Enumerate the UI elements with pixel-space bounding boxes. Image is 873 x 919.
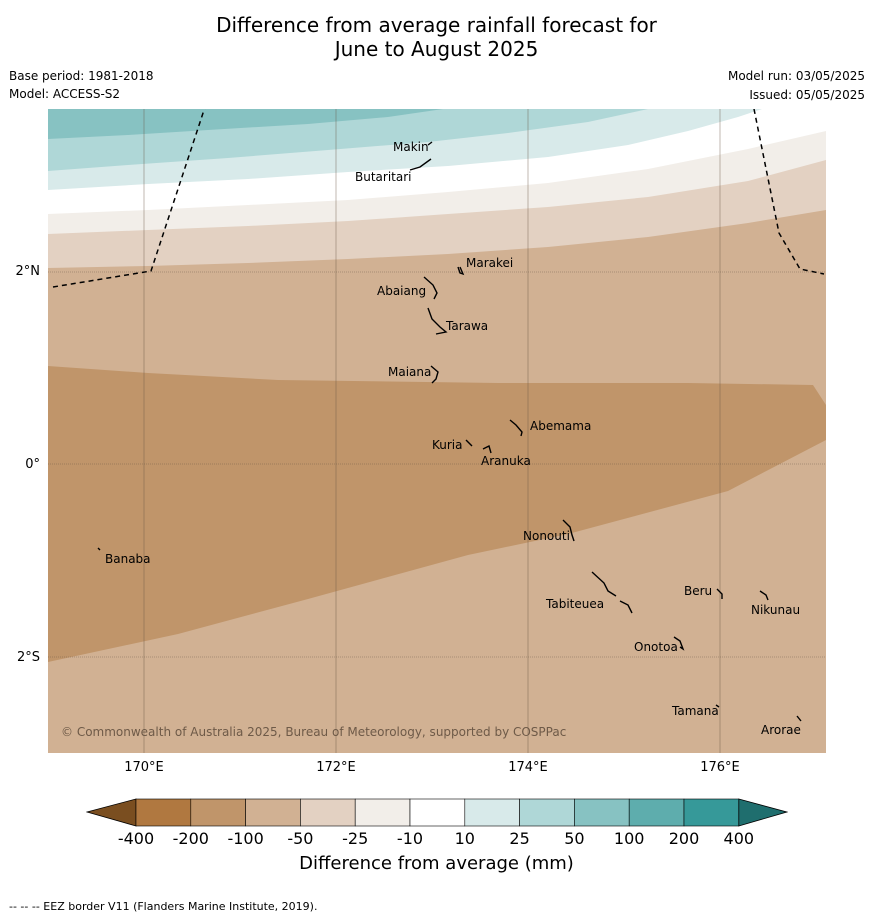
place-label: Nikunau <box>751 603 800 617</box>
lon-tick: 170°E <box>124 760 164 775</box>
lon-tick: 174°E <box>508 760 548 775</box>
colorbar-tick-label: 400 <box>723 829 755 848</box>
colorbar-segment <box>519 798 575 827</box>
lat-tick: 2°S <box>16 650 40 665</box>
model-name: Model: ACCESS-S2 <box>9 87 121 101</box>
colorbar-tick-label: 50 <box>564 829 585 848</box>
colorbar-segment <box>683 798 740 827</box>
issued-date: Issued: 05/05/2025 <box>749 88 865 102</box>
lon-tick: 172°E <box>316 760 356 775</box>
lat-tick: 0° <box>25 457 40 472</box>
islands <box>97 141 802 722</box>
colorbar-tick-label: 100 <box>613 829 645 848</box>
eez-border <box>52 109 825 288</box>
colorbar-segment <box>300 798 356 827</box>
place-label: Nonouti <box>523 529 570 543</box>
lat-tick: 2°N <box>15 264 41 279</box>
place-label: Abaiang <box>377 284 426 298</box>
place-label: Abemama <box>530 419 591 433</box>
lon-tick: 176°E <box>700 760 740 775</box>
title-line-2: June to August 2025 <box>334 37 539 61</box>
colorbar-tick-label: -400 <box>117 829 155 848</box>
colorbar-tick-label: 10 <box>454 829 475 848</box>
band-minus-200-to-minus-100 <box>48 366 826 662</box>
colorbar-segment <box>245 798 301 827</box>
colorbar-tick-label: 200 <box>668 829 700 848</box>
colorbar-tick-label: -10 <box>396 829 424 848</box>
colorbar-extend-low <box>86 798 137 827</box>
place-label: Maiana <box>388 365 431 379</box>
colorbar-segment <box>464 798 520 827</box>
colorbar-segment <box>574 798 630 827</box>
graticule <box>143 109 721 753</box>
place-label: Butaritari <box>355 170 412 184</box>
colorbar <box>86 798 788 827</box>
place-label: Arorae <box>761 723 801 737</box>
colorbar-segment <box>628 798 685 827</box>
eez-legend-note: -- -- -- EEZ border V11 (Flanders Marine… <box>9 900 318 913</box>
colorbar-segment <box>354 798 411 827</box>
colorbar-tick-label: 25 <box>509 829 530 848</box>
forecast-map: Makin Butaritari Marakei Abaiang Tarawa … <box>48 109 826 753</box>
colorbar-label: Difference from average (mm) <box>299 853 574 874</box>
colorbar-segment <box>409 798 466 827</box>
place-label: Aranuka <box>481 454 531 468</box>
place-label: Tabiteuea <box>545 597 604 611</box>
title-line-1: Difference from average rainfall forecas… <box>216 13 657 37</box>
place-label: Onotoa <box>634 640 678 654</box>
band-50-to-100 <box>48 109 443 139</box>
place-label: Banaba <box>105 552 151 566</box>
colorbar-segment <box>135 798 192 827</box>
colorbar-tick-label: -100 <box>227 829 264 848</box>
place-label: Kuria <box>432 438 463 452</box>
base-period: Base period: 1981-2018 <box>9 69 154 83</box>
place-label: Tamana <box>671 704 719 718</box>
place-labels: Makin Butaritari Marakei Abaiang Tarawa … <box>105 140 801 737</box>
colorbar-extend-high <box>738 798 788 827</box>
place-label: Beru <box>684 584 712 598</box>
place-label: Marakei <box>466 256 513 270</box>
place-label: Tarawa <box>445 319 488 333</box>
colorbar-tick-label: -200 <box>172 829 209 848</box>
place-label: Makin <box>393 140 429 154</box>
model-run: Model run: 03/05/2025 <box>727 69 865 83</box>
colorbar-tick-label: -50 <box>287 829 314 848</box>
copyright-notice: © Commonwealth of Australia 2025, Bureau… <box>61 725 566 739</box>
colorbar-segment <box>190 798 246 827</box>
colorbar-tick-label: -25 <box>342 829 369 848</box>
